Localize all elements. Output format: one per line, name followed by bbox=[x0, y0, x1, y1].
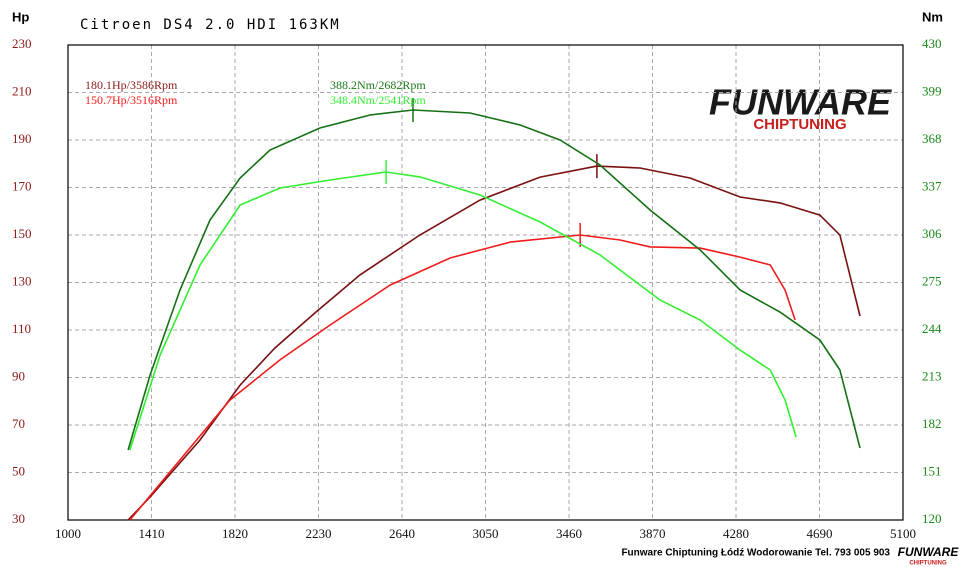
x-tick-label: 2230 bbox=[306, 526, 332, 541]
x-tick-label: 3050 bbox=[473, 526, 499, 541]
y-tick-label: 130 bbox=[12, 273, 32, 288]
y2-tick-label: 182 bbox=[922, 416, 942, 431]
logo-sub: CHIPTUNING bbox=[753, 116, 846, 133]
y-tick-label: 90 bbox=[12, 368, 25, 383]
x-tick-label: 3460 bbox=[556, 526, 582, 541]
y2-tick-label: 430 bbox=[922, 36, 942, 51]
y-tick-label: 230 bbox=[12, 36, 32, 51]
y-tick-label: 150 bbox=[12, 226, 32, 241]
y2-axis-label: Nm bbox=[922, 9, 943, 24]
series-line bbox=[127, 165, 861, 521]
y2-tick-label: 337 bbox=[922, 178, 942, 193]
x-tick-label: 1820 bbox=[222, 526, 248, 541]
x-tick-label: 1410 bbox=[139, 526, 165, 541]
series-line bbox=[129, 234, 796, 521]
y-tick-label: 210 bbox=[12, 83, 32, 98]
x-tick-label: 3870 bbox=[640, 526, 666, 541]
y2-tick-label: 275 bbox=[922, 273, 942, 288]
footer: Funware Chiptuning Łódź Wodorowanie Tel.… bbox=[621, 548, 890, 559]
series-line bbox=[127, 109, 861, 451]
y-tick-label: 30 bbox=[12, 511, 25, 526]
plot-frame bbox=[67, 44, 904, 521]
y-tick-label: 190 bbox=[12, 131, 32, 146]
y2-tick-label: 120 bbox=[922, 511, 942, 526]
y-tick-label: 70 bbox=[12, 416, 25, 431]
y2-tick-label: 306 bbox=[922, 226, 942, 241]
y-tick-label: 170 bbox=[12, 178, 32, 193]
x-tick-label: 5100 bbox=[890, 526, 916, 541]
logo-sub-small: CHIPTUNING bbox=[909, 561, 947, 567]
y2-tick-label: 151 bbox=[922, 463, 942, 478]
y2-tick-label: 244 bbox=[922, 321, 942, 336]
annotation: 348.4Nm/2541Rpm bbox=[330, 93, 426, 107]
y-axis-label: Hp bbox=[12, 9, 29, 24]
x-tick-label: 2640 bbox=[389, 526, 415, 541]
y2-tick-label: 399 bbox=[922, 83, 942, 98]
annotation: 150.7Hp/3516Rpm bbox=[85, 93, 178, 107]
x-tick-label: 1000 bbox=[55, 526, 81, 541]
annotation: 180.1Hp/3586Rpm bbox=[85, 78, 178, 92]
logo-name: FUNWARE bbox=[709, 82, 892, 123]
x-tick-label: 4280 bbox=[723, 526, 749, 541]
series-line bbox=[129, 171, 797, 451]
y2-tick-label: 213 bbox=[922, 368, 942, 383]
y2-tick-label: 368 bbox=[922, 131, 942, 146]
y-tick-label: 110 bbox=[12, 321, 31, 336]
logo-name-small: FUNWARE bbox=[898, 545, 960, 559]
chart-title: Citroen DS4 2.0 HDI 163KM bbox=[80, 17, 341, 33]
x-tick-label: 4690 bbox=[807, 526, 833, 541]
y-tick-label: 50 bbox=[12, 463, 25, 478]
annotation: 388.2Nm/2682Rpm bbox=[330, 78, 426, 92]
